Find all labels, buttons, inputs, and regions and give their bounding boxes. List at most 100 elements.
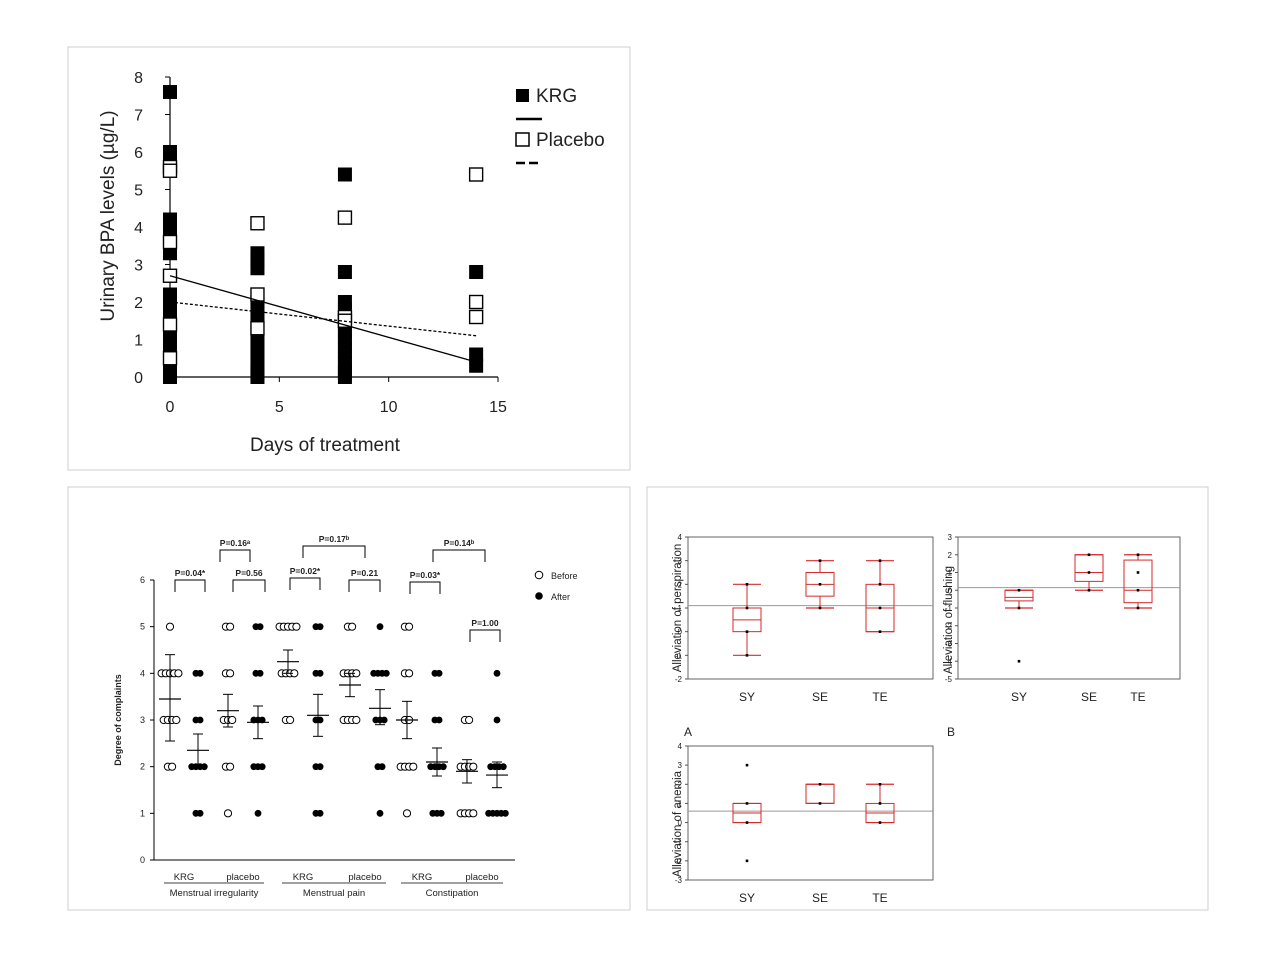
box-y-tick-label: -2 — [675, 857, 683, 866]
before-point — [352, 715, 361, 725]
placebo-point — [250, 321, 265, 336]
box-y-tick-label: -1 — [675, 651, 683, 660]
before-point — [469, 809, 478, 818]
box-y-tick-label: 0 — [948, 586, 953, 595]
bpa-y-tick-label: 4 — [134, 220, 143, 237]
p-value-label: P=0.56 — [235, 568, 262, 578]
p-value-label: P=0.02* — [290, 566, 321, 576]
complaints-ylabel: Degree of complaints — [113, 674, 123, 766]
box-y-tick-label: 2 — [948, 551, 953, 560]
krg-point — [337, 370, 352, 384]
box-category-label: TE — [872, 690, 887, 704]
after-point — [435, 716, 443, 724]
bpa-xlabel: Days of treatment — [250, 435, 401, 456]
bpa-y-tick-label: 0 — [134, 370, 143, 387]
after-point — [437, 809, 445, 817]
box — [1123, 559, 1153, 604]
before-point — [286, 715, 295, 725]
legend-after-label: After — [551, 592, 570, 602]
box-category-label: SY — [739, 690, 755, 704]
krg-trend-line — [169, 275, 477, 363]
krg-point — [337, 167, 352, 182]
significance-bracket — [302, 545, 366, 558]
krg-point — [163, 85, 177, 99]
box-y-tick-label: -5 — [945, 675, 953, 684]
box-category-label: SE — [1081, 690, 1097, 704]
complaints-y-tick-label: 0 — [140, 855, 145, 865]
panel-label: A — [684, 725, 692, 739]
complaints-y-tick-label: 6 — [140, 575, 145, 585]
box-y-tick-label: 1 — [678, 799, 683, 808]
placebo-trend-line — [169, 301, 477, 337]
legend-placebo-label: Placebo — [536, 130, 605, 151]
data-point — [878, 802, 882, 805]
bpa-x-tick-label: 0 — [166, 399, 175, 416]
after-point — [196, 716, 204, 724]
complaints-y-tick-label: 5 — [140, 622, 145, 632]
significance-bracket — [409, 581, 441, 594]
box-y-tick-label: 1 — [678, 604, 683, 613]
box-y-tick-label: 0 — [678, 628, 683, 637]
data-point — [818, 583, 822, 586]
bpa-x-tick-label: 10 — [380, 399, 398, 416]
box-ylabel: Alleviation of flushing — [943, 566, 955, 674]
bpa-x-tick-label: 5 — [275, 399, 284, 416]
after-point — [256, 623, 264, 631]
data-point — [745, 583, 749, 586]
box-category-label: TE — [1130, 690, 1145, 704]
before-point — [223, 809, 233, 818]
box-y-tick-label: 0 — [678, 819, 683, 828]
box-y-tick-label: 3 — [678, 761, 683, 770]
alleviation-charts: -2 -1 0 1 2 3 4 Alleviation of perspiration SY SE… — [672, 533, 1181, 905]
placebo-point — [162, 317, 178, 332]
data-point — [1017, 659, 1021, 663]
before-point — [405, 669, 414, 678]
data-point — [745, 821, 749, 824]
box-ylabel: Alleviation of anemia — [672, 770, 684, 877]
box-y-tick-label: -3 — [945, 640, 953, 649]
data-point — [818, 802, 822, 805]
placebo-point — [162, 234, 178, 250]
after-point — [256, 669, 264, 677]
p-value-label: P=1.00 — [471, 618, 498, 628]
data-point — [878, 559, 882, 562]
placebo-point — [468, 309, 484, 325]
krg-point — [250, 370, 265, 384]
bpa-y-tick-label: 2 — [134, 295, 143, 312]
before-point — [226, 622, 235, 631]
krg-point — [337, 265, 352, 279]
box-y-tick-label: -4 — [945, 657, 953, 666]
box-y-tick-label: 2 — [678, 780, 683, 789]
after-point — [502, 809, 509, 817]
before-point — [174, 669, 183, 678]
panel2-frame — [67, 486, 631, 911]
data-point — [818, 606, 822, 610]
after-point — [435, 669, 443, 677]
after-point — [378, 763, 386, 771]
bpa-y-tick-label: 5 — [134, 183, 143, 200]
legend-after-marker — [535, 592, 543, 600]
complaints-y-tick-label: 3 — [140, 715, 145, 725]
bpa-legend: KRG Placebo — [515, 86, 605, 165]
box-y-tick-label: -2 — [945, 622, 953, 631]
placebo-point — [468, 167, 484, 182]
data-point — [745, 606, 749, 610]
box-y-tick-label: -1 — [945, 604, 953, 613]
legend-krg-label: KRG — [536, 86, 577, 107]
krg-point — [469, 265, 484, 279]
box-category-label: SY — [739, 891, 755, 905]
bpa-x-tick-label: 15 — [489, 399, 507, 416]
after-point — [376, 623, 384, 631]
group-label: Menstrual irregularity — [170, 888, 259, 899]
after-point — [316, 809, 324, 817]
box-category-label: SE — [812, 891, 828, 905]
data-point — [1087, 571, 1091, 574]
data-point — [1087, 553, 1091, 557]
data-point — [745, 630, 749, 633]
p-value-label: P=0.03* — [410, 570, 441, 580]
legend-krg-marker — [516, 89, 529, 102]
bpa-y-tick-label: 6 — [134, 145, 143, 162]
complaints-y-tick-label: 1 — [140, 808, 145, 818]
krg-point — [250, 261, 265, 276]
